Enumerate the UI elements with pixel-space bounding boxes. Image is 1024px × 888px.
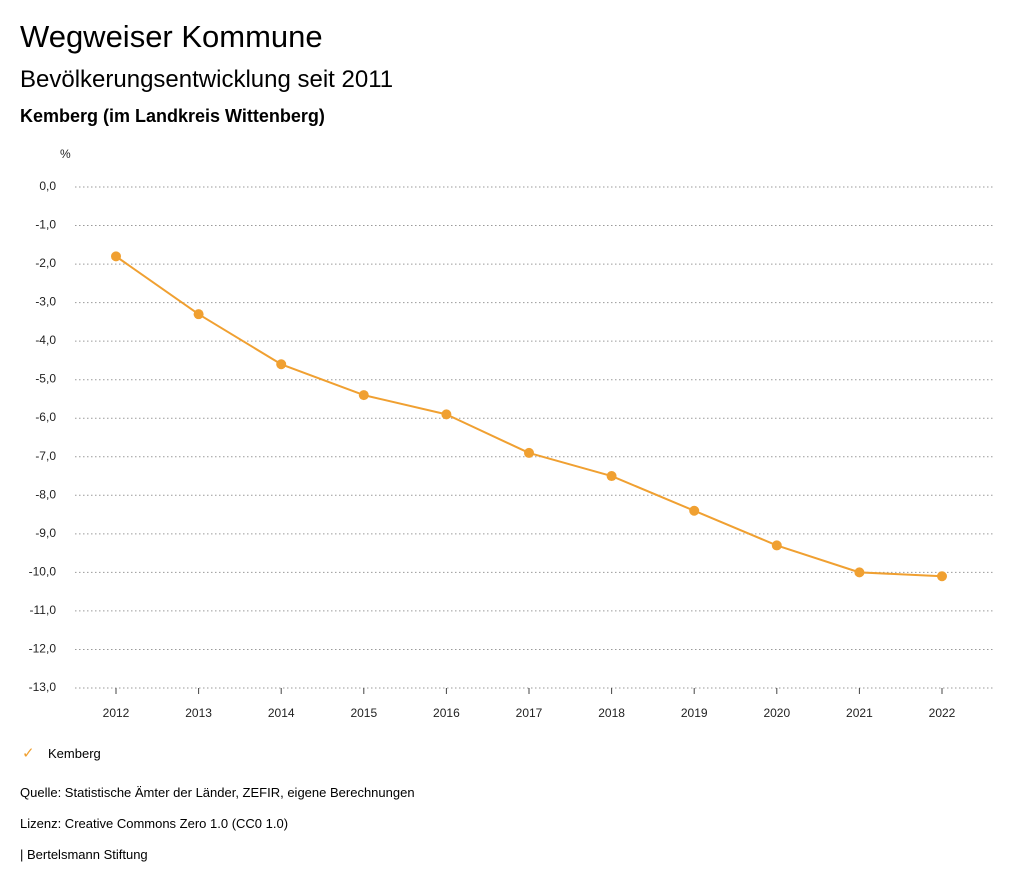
data-point[interactable] bbox=[358, 390, 369, 401]
x-tick-label: 2018 bbox=[598, 706, 625, 720]
x-tick-label: 2015 bbox=[350, 706, 377, 720]
data-point[interactable] bbox=[689, 505, 700, 516]
y-tick-label: -8,0 bbox=[35, 487, 56, 501]
source-note: Quelle: Statistische Ämter der Länder, Z… bbox=[20, 785, 415, 800]
y-tick-label: -13,0 bbox=[29, 680, 57, 694]
data-point[interactable] bbox=[111, 251, 121, 262]
x-tick-label: 2022 bbox=[929, 706, 956, 720]
page-title: Wegweiser Kommune bbox=[20, 19, 323, 54]
license-note: Lizenz: Creative Commons Zero 1.0 (CC0 1… bbox=[20, 816, 289, 831]
y-tick-label: -3,0 bbox=[35, 295, 56, 309]
x-tick-label: 2014 bbox=[268, 706, 295, 720]
publisher-note: | Bertelsmann Stiftung bbox=[20, 847, 148, 862]
y-tick-label: -7,0 bbox=[35, 449, 56, 463]
line-chart: % 0,0 -1,0 -2,0 -3,0 -4,0 -5,0 -6,0 -7,0 -8,0 -9,… bbox=[29, 147, 993, 720]
legend-label: Kemberg bbox=[48, 745, 101, 761]
y-tick-label: -4,0 bbox=[35, 333, 56, 347]
y-tick-label: -5,0 bbox=[35, 372, 56, 386]
x-axis-ticks: 2012 2013 2014 2015 2016 2017 2018 2019 2020 2021… bbox=[103, 688, 956, 720]
x-tick-label: 2012 bbox=[103, 706, 130, 720]
grid-lines bbox=[75, 186, 993, 689]
data-point[interactable] bbox=[771, 540, 782, 551]
y-axis-ticks: 0,0 -1,0 -2,0 -3,0 -4,0 -5,0 -6,0 -7,0 -8,0 -9,0 -… bbox=[29, 179, 57, 694]
y-tick-label: -2,0 bbox=[35, 256, 56, 270]
y-tick-label: -9,0 bbox=[35, 526, 56, 540]
legend-item-kemberg[interactable]: ✓ Kemberg bbox=[22, 744, 101, 762]
y-tick-label: -12,0 bbox=[29, 641, 57, 655]
data-point[interactable] bbox=[937, 571, 947, 582]
data-point[interactable] bbox=[524, 447, 534, 458]
data-point[interactable] bbox=[193, 309, 204, 320]
x-tick-label: 2016 bbox=[433, 706, 460, 720]
series-line-kemberg bbox=[115, 255, 943, 578]
chart-subtitle: Bevölkerungsentwicklung seit 2011 bbox=[20, 66, 394, 93]
region-name: Kemberg (im Landkreis Wittenberg) bbox=[20, 106, 325, 126]
check-icon: ✓ bbox=[22, 745, 35, 762]
y-tick-label: -10,0 bbox=[29, 564, 57, 578]
data-point[interactable] bbox=[276, 359, 287, 370]
data-point[interactable] bbox=[854, 567, 865, 578]
x-tick-label: 2017 bbox=[516, 706, 543, 720]
y-tick-label: -1,0 bbox=[35, 218, 56, 232]
y-tick-label: -11,0 bbox=[30, 603, 57, 617]
x-tick-label: 2020 bbox=[763, 706, 790, 720]
data-point[interactable] bbox=[441, 409, 452, 420]
x-tick-label: 2019 bbox=[681, 706, 708, 720]
y-axis-unit: % bbox=[60, 147, 71, 161]
x-tick-label: 2021 bbox=[846, 706, 873, 720]
y-tick-label: -6,0 bbox=[35, 410, 56, 424]
series-layer bbox=[111, 251, 947, 582]
x-tick-label: 2013 bbox=[185, 706, 212, 720]
y-tick-label: 0,0 bbox=[39, 179, 56, 193]
data-point[interactable] bbox=[606, 471, 617, 482]
